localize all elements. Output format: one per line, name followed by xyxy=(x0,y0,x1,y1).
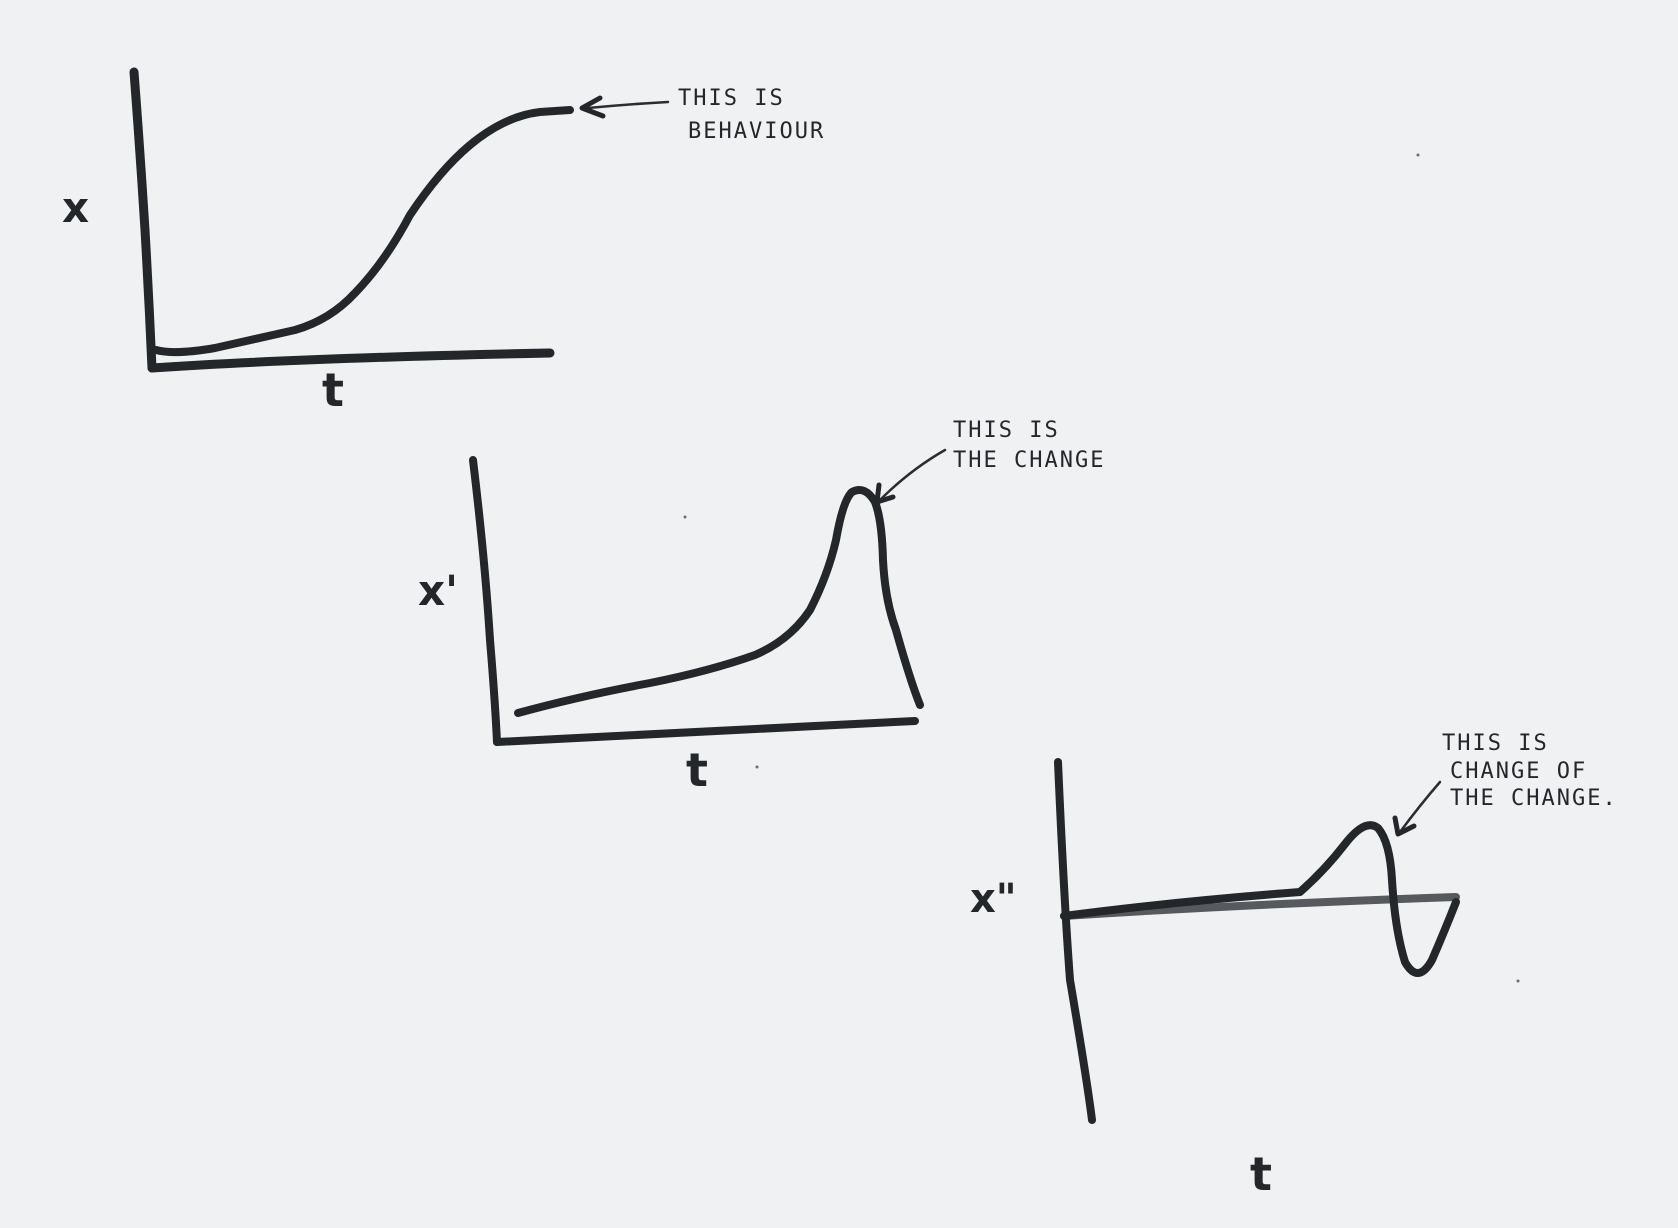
acceleration-x-label: t xyxy=(1250,1147,1272,1201)
change-x-axis xyxy=(493,717,919,746)
acceleration-arrow-head xyxy=(1392,815,1417,837)
behaviour-annotation-arrow xyxy=(586,100,670,110)
change-annotation-arrow xyxy=(878,448,947,502)
behaviour-y-axis xyxy=(129,67,157,373)
change-y-axis xyxy=(469,456,501,746)
behaviour-annotation-line-2: BEHAVIOUR xyxy=(688,119,825,144)
change-curve xyxy=(514,486,924,717)
behaviour-y-label: x xyxy=(62,183,89,232)
diagram-change-of-change: x" t THIS IS CHANGE OF THE CHANGE. xyxy=(970,731,1618,1201)
acceleration-y-label: x" xyxy=(970,876,1017,922)
behaviour-arrow-head xyxy=(579,95,606,119)
behaviour-annotation-line-1: THIS IS xyxy=(678,86,785,111)
diagram-change: x' t THIS IS THE CHANGE xyxy=(418,418,1105,797)
change-arrow-head xyxy=(874,482,896,505)
change-annotation-line-1: THIS IS xyxy=(953,418,1060,443)
acceleration-annotation-line-1: THIS IS xyxy=(1442,731,1549,756)
acceleration-curve xyxy=(1060,821,1460,977)
change-x-label: t xyxy=(686,743,708,797)
diagram-behaviour: x t THIS IS BEHAVIOUR xyxy=(62,67,825,417)
paper-speck xyxy=(1416,153,1420,157)
paper-speck xyxy=(1516,979,1520,983)
change-annotation-line-2: THE CHANGE xyxy=(953,448,1105,473)
behaviour-x-axis xyxy=(147,348,555,373)
change-y-label: x' xyxy=(418,566,458,615)
behaviour-x-label: t xyxy=(322,363,344,417)
paper-speck xyxy=(683,515,687,519)
behaviour-curve xyxy=(152,106,574,357)
acceleration-annotation-line-3: THE CHANGE. xyxy=(1450,786,1618,811)
acceleration-annotation-arrow xyxy=(1398,780,1442,834)
acceleration-y-axis xyxy=(1054,758,1096,1124)
acceleration-annotation-line-2: CHANGE OF xyxy=(1450,759,1587,784)
paper-speck xyxy=(755,765,759,769)
